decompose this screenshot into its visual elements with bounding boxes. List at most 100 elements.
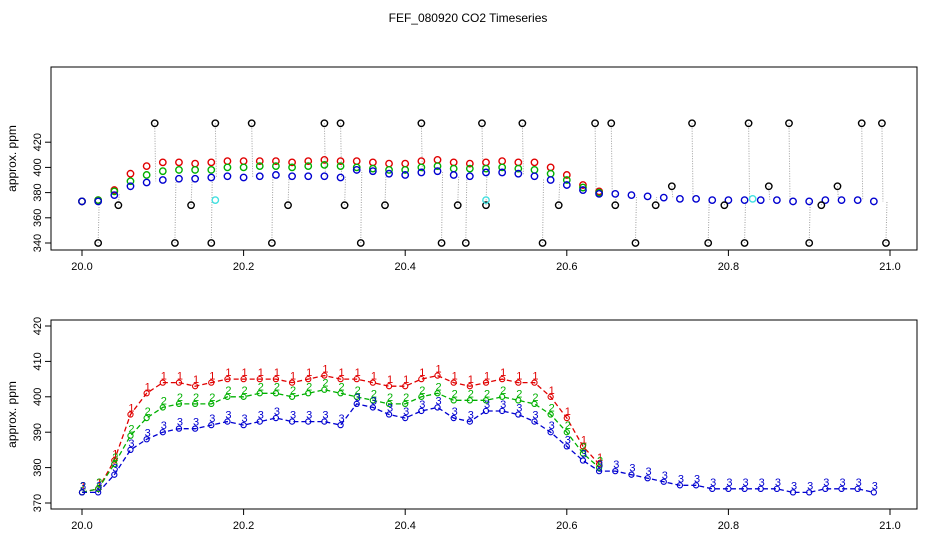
series-3-marker: 3 <box>419 399 425 411</box>
green-point <box>368 164 377 173</box>
series-1-point <box>224 375 231 383</box>
red-point <box>272 157 280 166</box>
blue-point <box>562 181 571 189</box>
series-1-marker: 1 <box>209 371 215 383</box>
series-2-point <box>385 400 393 408</box>
y-tick-label: 380 <box>32 183 44 201</box>
series-2-line <box>81 389 600 494</box>
black-point <box>417 119 426 128</box>
blue-point <box>272 171 280 179</box>
series-2-marker: 2 <box>403 392 409 404</box>
series-1-marker: 1 <box>177 371 183 383</box>
series-2-marker: 2 <box>597 456 603 468</box>
green-point <box>126 177 135 186</box>
series-3-marker: 3 <box>629 463 635 475</box>
series-2-point <box>369 397 377 404</box>
series-3-marker: 3 <box>484 399 490 411</box>
green-point <box>546 169 555 178</box>
x-tick-label: 21.0 <box>879 520 900 532</box>
series-2-marker: 2 <box>322 378 328 390</box>
black-point <box>785 119 793 128</box>
black-point <box>482 201 490 210</box>
series-2-point <box>321 386 328 393</box>
cyan-point <box>211 196 220 205</box>
black-point <box>207 239 216 247</box>
series-2-marker: 2 <box>177 392 183 404</box>
y-tick-label: 340 <box>32 234 44 252</box>
blue-point <box>789 197 797 206</box>
series-1-point <box>240 375 247 383</box>
series-1-point <box>143 390 150 397</box>
blue-point <box>676 194 684 203</box>
series-3-marker: 3 <box>516 403 522 415</box>
outlier-guide-line <box>881 123 884 202</box>
red-point <box>465 159 474 168</box>
blue-point <box>643 192 652 201</box>
x-tick-label: 20.8 <box>718 261 739 273</box>
series-2-marker: 2 <box>258 381 264 393</box>
black-point <box>611 201 620 210</box>
top-panel: 20.0 20.2 20.4 20.6 20.8 21.0 340 360 380 400 420 a… <box>5 66 918 273</box>
black-point <box>882 239 890 247</box>
blue-point <box>417 168 426 177</box>
blue-point <box>756 196 765 205</box>
black-point <box>267 239 276 247</box>
series-3-marker: 3 <box>775 477 781 489</box>
series-2-marker: 2 <box>355 385 361 397</box>
chart-title: FEF_080920 CO2 Timeseries <box>389 11 548 25</box>
outlier-guide-line <box>384 173 387 206</box>
black-point <box>171 239 179 247</box>
green-point <box>579 183 587 192</box>
outlier-guide-line <box>485 172 488 206</box>
series-1-marker: 1 <box>96 477 102 489</box>
series-1-marker: 1 <box>355 367 361 379</box>
series-1-point <box>305 375 312 383</box>
series-2-marker: 2 <box>128 424 134 436</box>
blue-point <box>498 168 507 177</box>
black-point <box>211 119 220 128</box>
black-point <box>150 119 159 128</box>
x-tick-label: 20.2 <box>233 261 254 273</box>
outlier-guide-line <box>97 201 100 244</box>
series-3-point <box>466 418 473 425</box>
y-axis-label: approx. ppm <box>5 381 19 448</box>
blue-point <box>239 173 248 182</box>
series-3-marker: 3 <box>161 420 167 432</box>
series-3-marker: 3 <box>403 406 409 418</box>
outlier-guide-line <box>614 193 617 206</box>
bottom-axes: 20.0 20.2 20.4 20.6 20.8 21.0 370 380 390 400 410 4… <box>5 317 901 532</box>
series-3-point <box>353 400 360 408</box>
series-1-marker: 1 <box>387 374 393 386</box>
green-point <box>191 166 200 174</box>
series-3-marker: 3 <box>322 410 328 422</box>
green-point <box>417 163 426 172</box>
series-2-marker: 2 <box>387 392 393 404</box>
outlier-guide-line <box>457 175 460 206</box>
x-tick-label: 20.6 <box>556 520 577 532</box>
series-2-marker: 2 <box>371 388 377 400</box>
red-point <box>449 158 458 167</box>
series-3-marker: 3 <box>823 477 829 489</box>
series-1-marker: 1 <box>306 367 312 379</box>
series-1-marker: 1 <box>338 367 344 379</box>
series-3-point <box>208 421 215 429</box>
series-3-point <box>806 489 813 496</box>
green-point <box>255 162 264 171</box>
black-point <box>538 239 547 247</box>
black-point <box>340 201 349 210</box>
series-3-marker: 3 <box>565 434 571 446</box>
green-point <box>562 176 571 184</box>
series-1-line <box>81 374 600 494</box>
outlier-guide-line <box>744 200 747 244</box>
series-2-point <box>547 411 554 418</box>
series-2-marker: 2 <box>161 395 167 407</box>
series-1-point <box>272 375 280 383</box>
series-2-point <box>208 400 215 408</box>
outlier-guide-line <box>271 175 274 244</box>
series-1-marker: 1 <box>468 374 474 386</box>
series-3-point <box>773 485 781 492</box>
black-point <box>247 119 256 128</box>
black-point <box>651 201 660 210</box>
